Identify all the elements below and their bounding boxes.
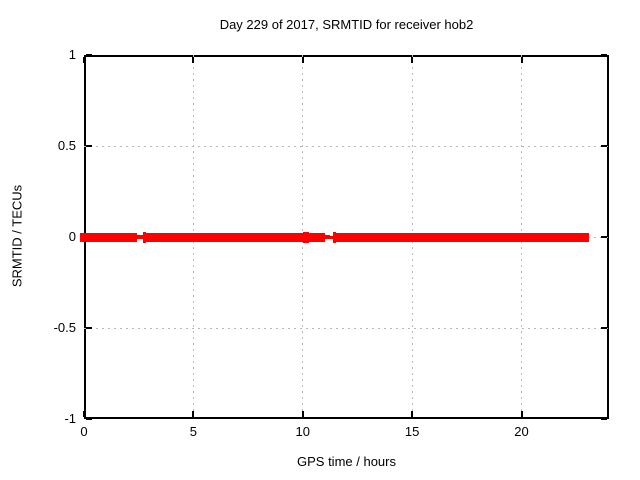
y-tick-mark: [601, 145, 607, 147]
data-band: [332, 232, 589, 242]
x-tick-label: 20: [514, 424, 529, 439]
y-tick-label: -1: [64, 411, 76, 426]
y-tick-mark: [601, 236, 607, 238]
data-dash: [322, 235, 330, 239]
x-tick-mark: [301, 57, 304, 63]
data-band: [307, 232, 325, 242]
x-tick-label: 10: [295, 424, 310, 439]
y-tick-label: 1: [68, 47, 76, 62]
y-tick-label: 0: [68, 229, 76, 244]
x-tick-mark: [83, 57, 85, 63]
x-tick-mark: [411, 411, 414, 417]
x-tick-mark: [520, 411, 523, 417]
x-tick-mark: [520, 57, 523, 63]
y-tick-mark: [601, 54, 607, 56]
y-tick-label: 0.5: [57, 138, 76, 153]
x-tick-mark: [411, 57, 414, 63]
x-tick-label: 5: [189, 424, 197, 439]
x-tick-mark: [192, 57, 195, 63]
x-tick-mark: [192, 411, 195, 417]
data-band: [144, 232, 304, 242]
y-tick-label: -0.5: [53, 320, 76, 335]
plot-area: [80, 54, 609, 420]
y-gridline: [84, 145, 609, 147]
y-tick-mark: [601, 327, 607, 329]
plot-border-top: [84, 55, 609, 57]
data-point-plus: [137, 231, 152, 243]
x-tick-mark: [83, 411, 85, 417]
y-gridline: [84, 327, 609, 329]
y-tick-mark: [86, 327, 92, 329]
y-tick-mark: [86, 145, 92, 147]
chart-title: Day 229 of 2017, SRMTID for receiver hob…: [219, 17, 474, 32]
y-tick-mark: [86, 418, 92, 420]
x-tick-label: 0: [80, 424, 88, 439]
x-tick-mark: [301, 411, 304, 417]
plus-vertical-bar: [143, 231, 147, 243]
y-tick-mark: [601, 418, 607, 420]
x-axis-label: GPS time / hours: [297, 454, 396, 469]
plot-border-bottom: [84, 417, 609, 419]
data-band: [80, 232, 137, 242]
y-tick-mark: [86, 54, 92, 56]
x-tick-label: 15: [404, 424, 420, 439]
